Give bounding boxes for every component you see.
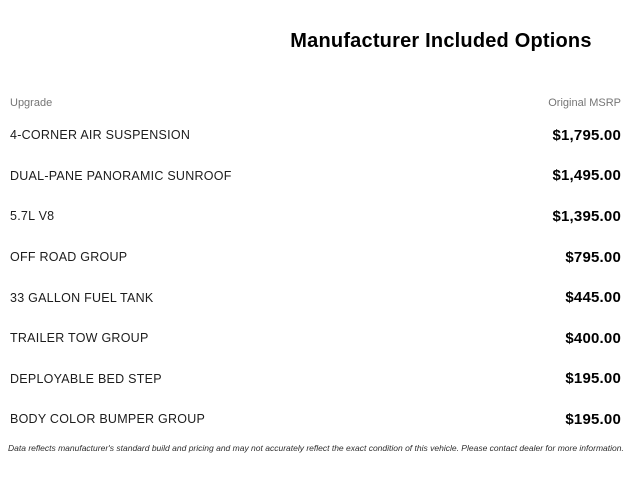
option-label: 4-CORNER AIR SUSPENSION — [10, 128, 191, 143]
table-row: 5.7L V8 $1,395.00 — [10, 196, 621, 237]
option-price: $795.00 — [565, 248, 621, 266]
option-price: $195.00 — [565, 410, 621, 428]
option-price: $195.00 — [565, 370, 621, 388]
option-price: $1,395.00 — [552, 207, 621, 225]
option-label: DUAL-PANE PANORAMIC SUNROOF — [10, 168, 232, 183]
option-label: TRAILER TOW GROUP — [10, 331, 149, 346]
option-label: 33 GALLON FUEL TANK — [10, 290, 154, 305]
option-price: $1,495.00 — [552, 167, 621, 185]
column-header-original-msrp: Original MSRP — [548, 97, 621, 109]
table-row: DUAL-PANE PANORAMIC SUNROOF $1,495.00 — [10, 156, 621, 197]
disclaimer-text: Data reflects manufacturer's standard bu… — [8, 443, 624, 453]
table-column-headers: Upgrade Original MSRP — [10, 97, 621, 109]
option-price: $400.00 — [565, 329, 621, 347]
table-row: 4-CORNER AIR SUSPENSION $1,795.00 — [10, 115, 621, 156]
table-row: BODY COLOR BUMPER GROUP $195.00 — [10, 399, 621, 440]
table-row: 33 GALLON FUEL TANK $445.00 — [10, 277, 621, 318]
page-title: Manufacturer Included Options — [290, 30, 592, 52]
table-row: TRAILER TOW GROUP $400.00 — [10, 318, 621, 359]
table-row: DEPLOYABLE BED STEP $195.00 — [10, 359, 621, 400]
option-label: DEPLOYABLE BED STEP — [10, 371, 162, 386]
table-row: OFF ROAD GROUP $795.00 — [10, 237, 621, 278]
options-table: 4-CORNER AIR SUSPENSION $1,795.00 DUAL-P… — [10, 115, 621, 440]
option-label: OFF ROAD GROUP — [10, 250, 128, 265]
option-label: BODY COLOR BUMPER GROUP — [10, 412, 206, 427]
option-price: $1,795.00 — [552, 126, 621, 144]
option-label: 5.7L V8 — [10, 209, 55, 224]
option-price: $445.00 — [565, 289, 621, 307]
column-header-upgrade: Upgrade — [10, 97, 53, 109]
